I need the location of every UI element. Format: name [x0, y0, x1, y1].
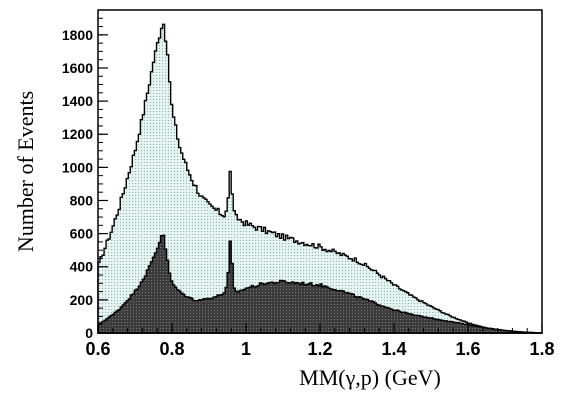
- data-marks: [97, 23, 543, 334]
- y-tick-label: 1600: [62, 60, 93, 76]
- y-tick-label: 0: [85, 325, 93, 341]
- x-tick-label: 1: [241, 339, 251, 359]
- y-tick-label: 1200: [62, 126, 93, 142]
- y-tick-label: 800: [70, 192, 94, 208]
- axis-ticks: 0.6 0.8 1 1.2 1.4 1.6 1.8 0 200 400 600 800 1000 1200…: [62, 9, 555, 359]
- y-tick-label: 1000: [62, 159, 93, 175]
- x-tick-label: 1.2: [307, 339, 332, 359]
- y-tick-label: 600: [70, 226, 94, 242]
- x-tick-label: 0.6: [85, 339, 110, 359]
- series-subset-histogram: [97, 234, 543, 334]
- x-axis-label: MM(γ,p) (GeV): [299, 365, 441, 390]
- y-axis-label: Number of Events: [13, 91, 38, 252]
- x-tick-label: 1.8: [529, 339, 554, 359]
- y-tick-label: 1400: [62, 93, 93, 109]
- y-tick-label: 1800: [62, 27, 93, 43]
- x-tick-label: 1.6: [455, 339, 480, 359]
- x-tick-label: 0.8: [159, 339, 184, 359]
- series-total-histogram: [97, 23, 543, 334]
- y-tick-label: 200: [70, 292, 94, 308]
- y-tick-label: 400: [70, 259, 94, 275]
- x-tick-label: 1.4: [381, 339, 406, 359]
